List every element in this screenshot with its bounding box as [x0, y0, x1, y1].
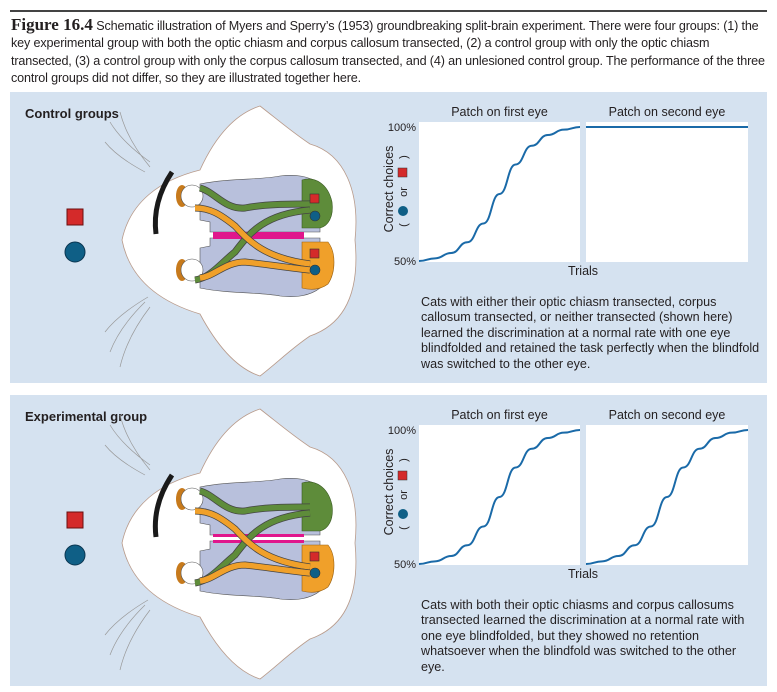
learning-curve-chart: Patch on first eye Patch on second eye 100…: [382, 105, 748, 278]
ytick-label: 50%: [394, 256, 416, 268]
blue-circle-marker: [309, 567, 321, 579]
corpus-callosum-cut-upper: [213, 534, 304, 537]
panel-title: Patch on second eye: [609, 408, 726, 422]
panel-title: Control groups: [25, 106, 119, 121]
learning-curve: [418, 126, 581, 262]
blue-circle-stimulus: [64, 544, 86, 566]
panel-title: Patch on first eye: [451, 105, 548, 119]
whisker: [119, 306, 151, 368]
eyeball-left: [180, 184, 204, 208]
blindfold-patch: [152, 473, 175, 538]
blindfold-patch: [152, 170, 175, 235]
cat-brain-illustration: [64, 105, 357, 377]
panel-description: Cats with both their optic chiasms and c…: [421, 598, 745, 674]
red-square-marker: [309, 551, 320, 562]
optic-pathway-orange-crossed: [194, 508, 311, 570]
figure-label: Figure 16.4: [11, 15, 93, 34]
ytick-label: 100%: [388, 425, 416, 437]
plot-area: [586, 122, 748, 262]
or-label: or: [398, 490, 410, 500]
panel-title: Patch on first eye: [451, 408, 548, 422]
blue-circle-stimulus: [64, 241, 86, 263]
plot-area: [419, 122, 580, 262]
figure-caption: Figure 16.4 Schematic illustration of My…: [11, 16, 771, 87]
corpus-callosum-cut-lower: [213, 540, 304, 543]
y-axis-legend: ( or): [397, 155, 410, 227]
paren-close: ): [398, 155, 410, 159]
cat-brain-illustration: [64, 408, 357, 680]
whisker: [109, 424, 151, 466]
red-square-stimulus: [66, 511, 84, 529]
eyeball-right: [180, 561, 204, 585]
whisker: [109, 301, 146, 353]
panel-title: Patch on second eye: [609, 105, 726, 119]
optic-pathway-orange-uncrossed: [199, 259, 311, 281]
whisker: [119, 111, 151, 168]
blue-circle-symbol: [398, 509, 408, 519]
whiskers: [104, 111, 151, 368]
panel-description: Cats with either their optic chiasm tran…: [421, 295, 760, 371]
blue-circle-marker: [309, 210, 321, 222]
red-square-stimulus: [66, 208, 84, 226]
whisker: [119, 414, 151, 471]
red-square-marker: [309, 248, 320, 259]
top-rule: [10, 10, 767, 12]
learning-curve: [418, 429, 581, 565]
whisker: [109, 604, 146, 656]
plot-area: [586, 425, 748, 565]
whisker: [119, 609, 151, 671]
y-axis-legend: ( or): [397, 458, 410, 530]
whisker: [104, 599, 149, 636]
red-square-marker: [309, 193, 320, 204]
experimental-group-panel: Experimental group Cats with both their …: [10, 395, 767, 686]
ytick-label: 100%: [388, 122, 416, 134]
paren-open: (: [398, 526, 410, 530]
y-axis-label: Correct choices: [382, 146, 396, 233]
or-label: or: [398, 187, 410, 197]
ytick-label: 50%: [394, 559, 416, 571]
paren-close: ): [398, 458, 410, 462]
whiskers: [104, 414, 151, 671]
red-square-symbol: [397, 167, 408, 178]
optic-pathway-orange-crossed: [194, 205, 311, 267]
eyeball-left: [180, 487, 204, 511]
learning-curve-chart: Patch on first eye Patch on second eye 100…: [382, 408, 749, 581]
eyeball-right: [180, 258, 204, 282]
optic-pathway-orange-uncrossed: [199, 562, 311, 584]
optic-pathway-green-uncrossed: [199, 488, 311, 514]
visual-cortex-left: [301, 481, 333, 532]
y-axis-label: Correct choices: [382, 449, 396, 536]
x-axis-label: Trials: [568, 264, 598, 278]
panel-title: Experimental group: [25, 409, 148, 424]
whisker: [104, 296, 149, 333]
control-groups-panel: Control groups Cats with either their op…: [10, 92, 767, 383]
blue-circle-marker: [309, 264, 321, 276]
plot-area: [419, 425, 580, 565]
visual-cortex-left: [301, 178, 333, 229]
x-axis-label: Trials: [568, 567, 598, 581]
whisker: [104, 141, 146, 173]
blue-circle-symbol: [398, 206, 408, 216]
whisker: [109, 121, 151, 163]
optic-pathway-green-uncrossed: [199, 185, 311, 211]
corpus-callosum: [213, 232, 304, 239]
red-square-symbol: [397, 470, 408, 481]
paren-open: (: [398, 223, 410, 227]
caption-text: Schematic illustration of Myers and Sper…: [11, 19, 765, 85]
whisker: [104, 444, 146, 476]
learning-curve: [585, 429, 749, 565]
